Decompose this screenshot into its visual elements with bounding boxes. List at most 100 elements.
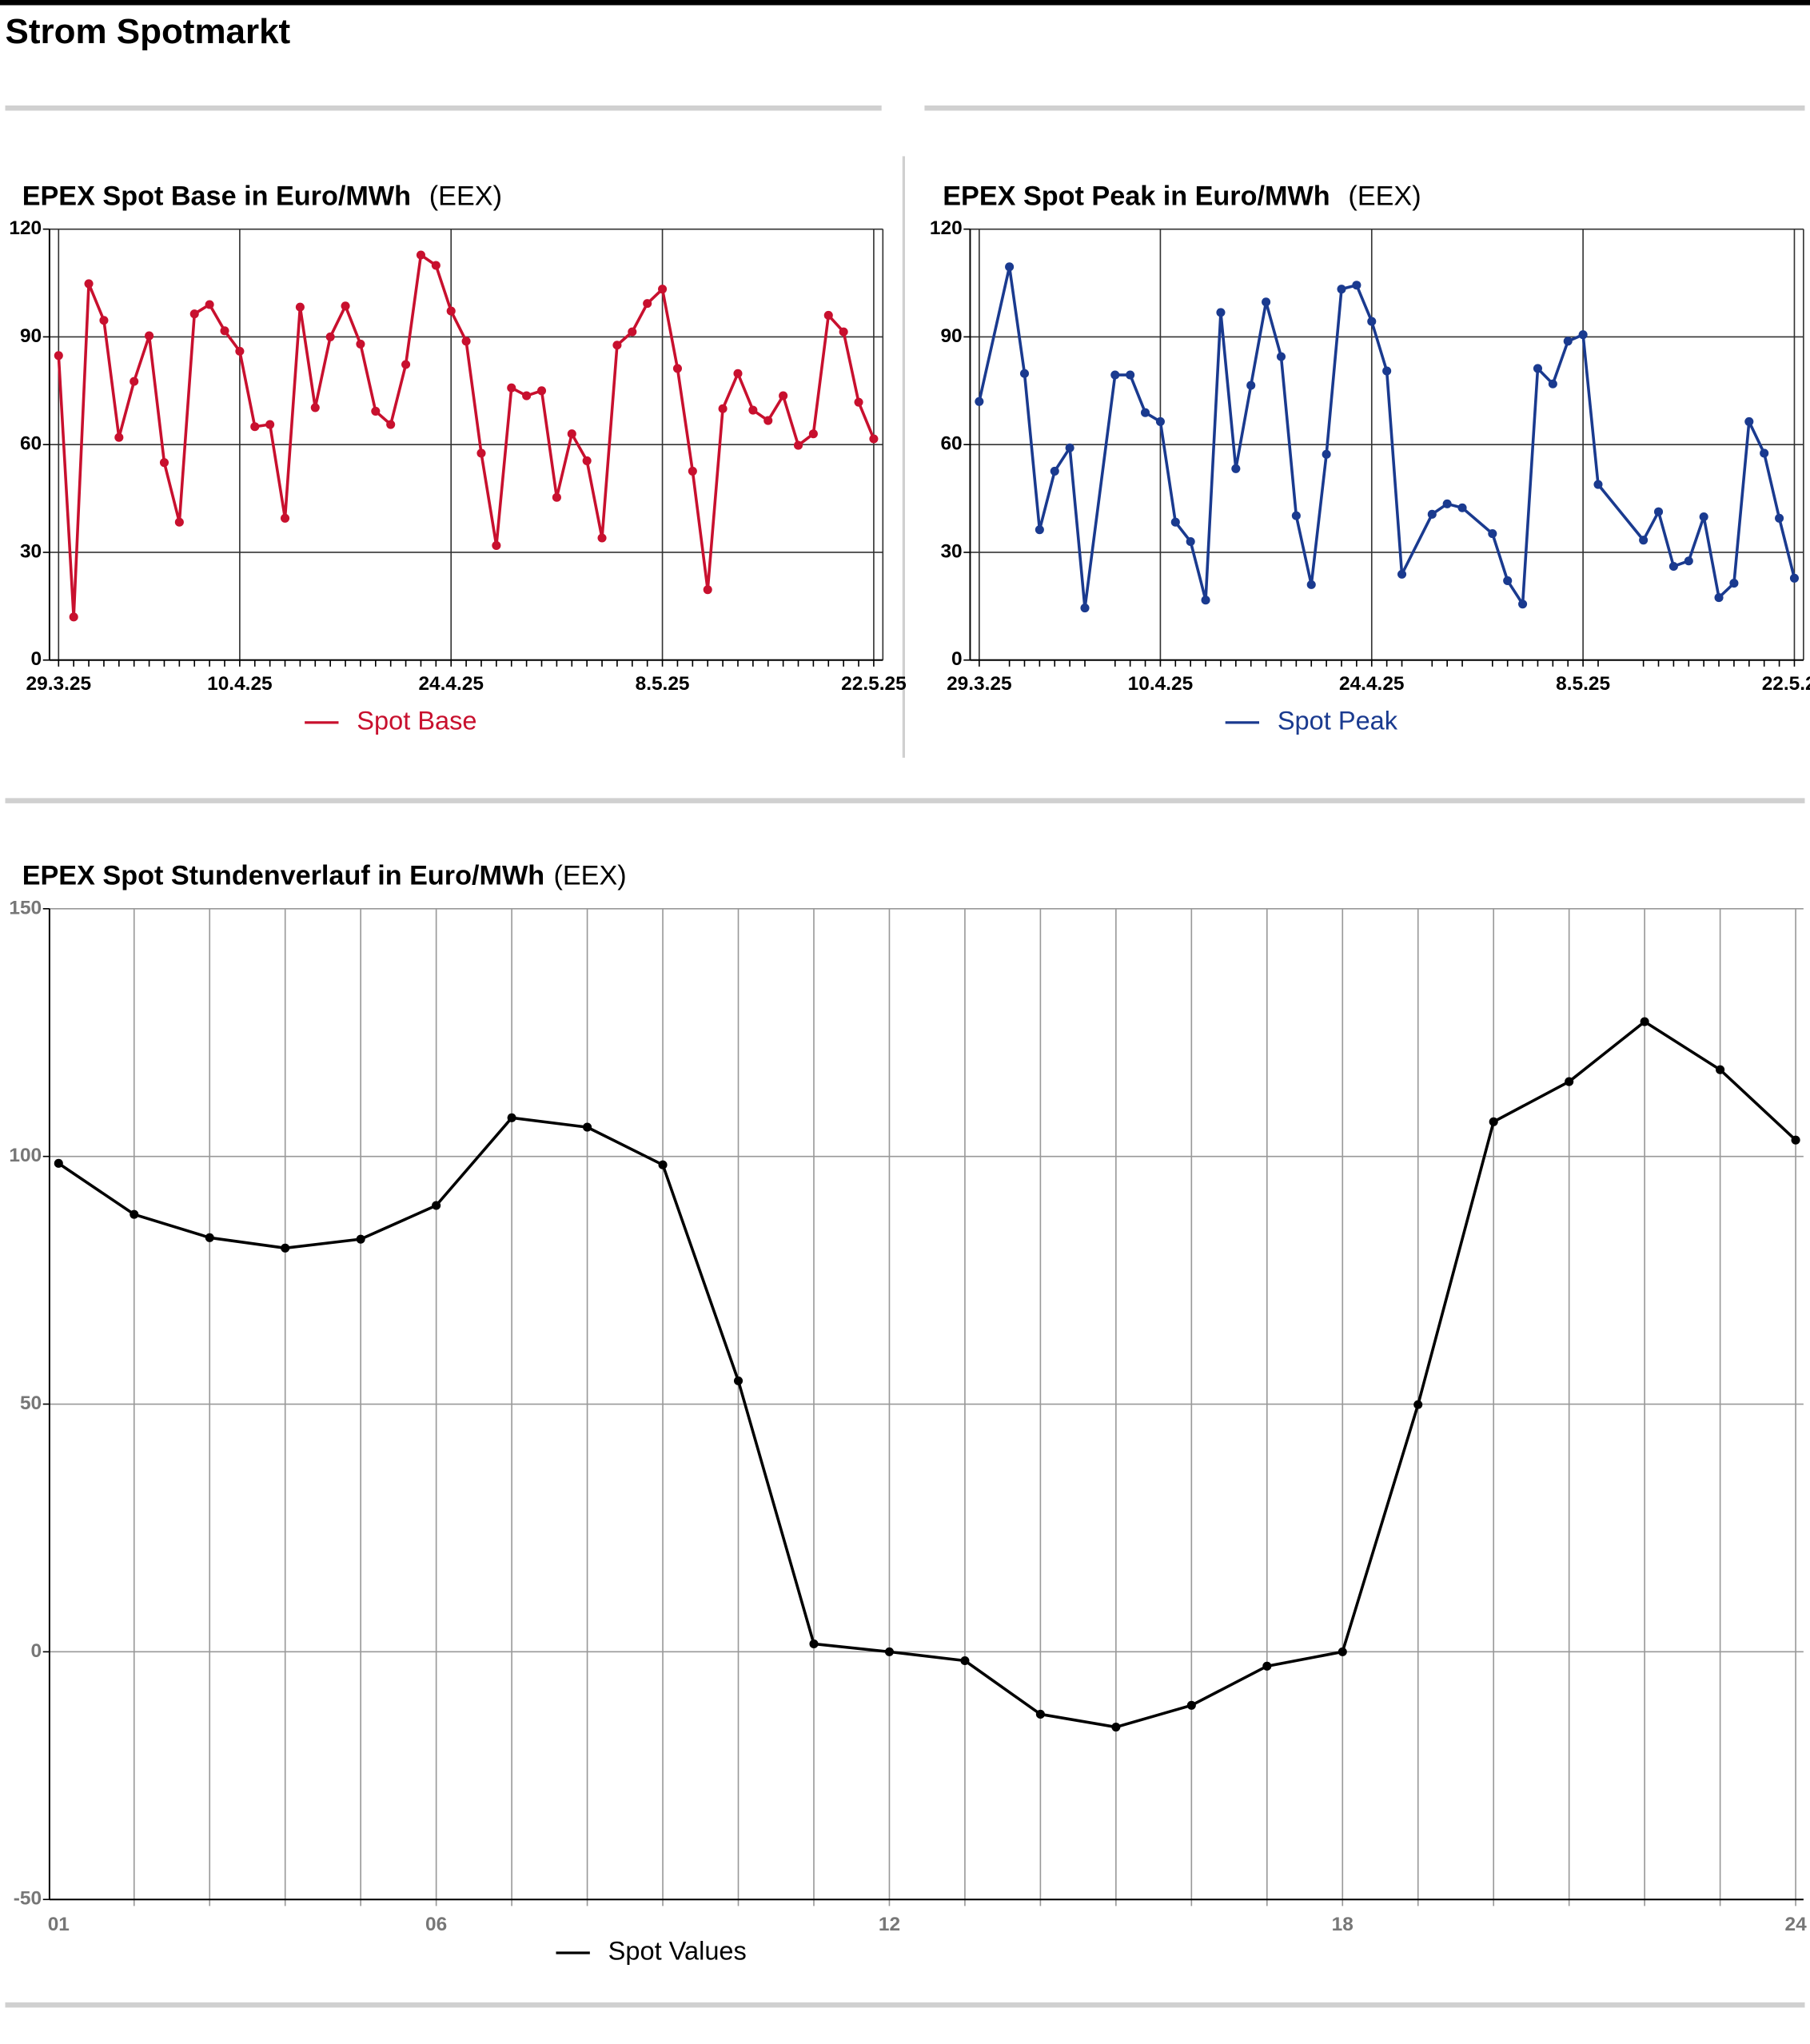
data-point: [114, 432, 124, 442]
data-point: [1155, 416, 1165, 426]
chart-source: (EEX): [554, 861, 627, 891]
data-point: [779, 391, 788, 400]
data-point: [583, 1122, 592, 1132]
data-point: [1005, 262, 1015, 272]
data-point: [658, 285, 668, 294]
x-tick-label: 29.3.25: [26, 673, 91, 695]
data-point: [733, 369, 743, 378]
x-tick-label: 24: [1784, 1914, 1807, 1935]
data-point: [1035, 525, 1044, 535]
data-point: [476, 448, 486, 458]
data-point: [1186, 536, 1195, 547]
data-point: [189, 309, 199, 319]
data-point: [1170, 517, 1180, 527]
data-point: [1367, 317, 1377, 326]
data-point: [205, 1233, 214, 1242]
data-point: [1533, 364, 1543, 373]
data-point: [1789, 573, 1799, 583]
data-point: [1639, 536, 1649, 545]
data-point: [1306, 580, 1316, 589]
data-point: [1019, 369, 1030, 378]
data-point: [1775, 513, 1784, 523]
data-point: [1518, 600, 1528, 609]
series-line: [978, 265, 1796, 610]
y-tick-label: 30: [940, 540, 962, 562]
divider: [902, 156, 905, 758]
data-point: [1065, 443, 1074, 452]
data-point: [733, 1376, 744, 1385]
data-point: [1640, 1017, 1649, 1026]
data-point: [159, 458, 169, 468]
data-point: [1231, 464, 1241, 473]
page-title: Strom Spotmarkt: [6, 12, 291, 51]
data-point: [1291, 511, 1301, 520]
data-point: [597, 533, 607, 543]
legend-label: Spot Peak: [1278, 707, 1398, 735]
data-point: [507, 1113, 516, 1122]
y-tick-label: 0: [31, 1640, 42, 1662]
data-point: [130, 1209, 139, 1219]
y-tick-label: 0: [31, 648, 42, 670]
data-point: [1080, 604, 1090, 613]
divider: [5, 798, 1805, 803]
data-point: [552, 492, 561, 502]
y-tick-label: 50: [20, 1393, 42, 1414]
data-point: [1442, 499, 1452, 508]
data-point: [809, 1639, 819, 1648]
data-point: [1050, 466, 1059, 476]
data-point: [1201, 596, 1210, 605]
data-point: [1397, 569, 1407, 579]
data-point: [1503, 576, 1513, 585]
y-tick-label: 100: [9, 1145, 42, 1166]
data-point: [628, 327, 637, 337]
y-tick-label: 150: [9, 897, 42, 918]
data-point: [1246, 381, 1256, 390]
data-point: [1126, 370, 1135, 380]
data-point: [356, 339, 365, 349]
data-point: [1578, 330, 1588, 340]
data-point: [310, 403, 320, 412]
data-point: [1413, 1400, 1423, 1409]
data-point: [808, 429, 818, 439]
data-point: [220, 326, 229, 336]
data-point: [54, 351, 63, 361]
data-point: [522, 391, 532, 400]
chart-source: (EEX): [1348, 181, 1421, 212]
data-point: [643, 299, 652, 309]
data-point: [507, 383, 516, 392]
data-point: [975, 396, 984, 406]
data-point: [1593, 480, 1603, 489]
data-point: [69, 612, 78, 622]
top-bar: [0, 0, 1810, 6]
data-point: [672, 364, 682, 373]
data-point: [1111, 1723, 1121, 1732]
data-point: [1744, 416, 1754, 426]
legend-label: Spot Values: [608, 1937, 747, 1966]
data-point: [492, 540, 501, 550]
data-point: [1262, 297, 1271, 307]
data-point: [1548, 379, 1557, 388]
x-tick-label: 8.5.25: [1556, 673, 1610, 695]
data-point: [1035, 1709, 1045, 1719]
data-point: [1322, 449, 1331, 459]
data-point: [748, 405, 758, 415]
x-tick-label: 18: [1332, 1914, 1354, 1935]
data-point: [235, 346, 245, 356]
data-point: [99, 316, 109, 325]
data-point: [567, 429, 576, 439]
x-tick-label: 22.5.25: [1762, 673, 1810, 695]
data-point: [1427, 509, 1437, 519]
data-point: [823, 310, 833, 320]
data-point: [1760, 448, 1769, 458]
series-line: [57, 253, 875, 619]
data-point: [446, 306, 456, 316]
x-tick-label: 06: [425, 1914, 447, 1935]
x-tick-label: 10.4.25: [207, 673, 272, 695]
data-point: [763, 416, 773, 425]
x-tick-label: 29.3.25: [947, 673, 1011, 695]
chart-title: EPEX Spot Base in Euro/MWh: [22, 181, 411, 212]
data-point: [431, 261, 441, 270]
data-point: [1489, 1117, 1498, 1126]
y-tick-label: 60: [20, 433, 42, 455]
data-point: [265, 420, 275, 429]
